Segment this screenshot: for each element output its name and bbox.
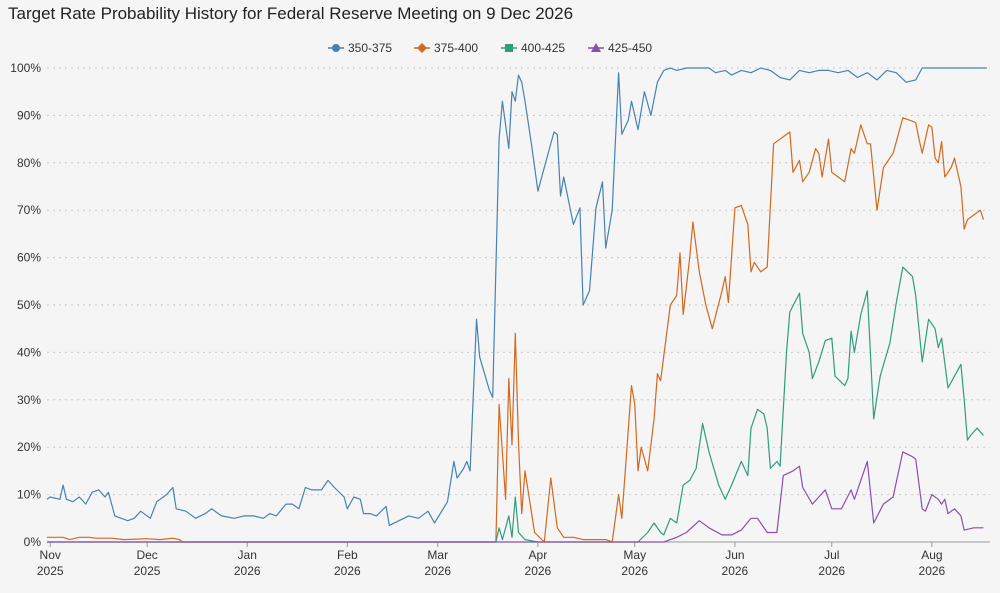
series-line-425-450	[47, 451, 984, 543]
x-tick-year-label: 2026	[621, 564, 648, 578]
legend-marker-circle	[332, 44, 340, 52]
y-tick-label: 30%	[17, 393, 41, 407]
x-tick-year-label: 2026	[919, 564, 946, 578]
chart-title: Target Rate Probability History for Fede…	[8, 4, 574, 23]
series-line-350-375	[46, 67, 987, 526]
series-line-400-425	[47, 266, 984, 543]
legend-marker-square	[505, 44, 513, 52]
x-tick-month-label: Jan	[238, 548, 257, 562]
y-tick-label: 70%	[17, 203, 41, 217]
x-tick-year-label: 2026	[424, 564, 451, 578]
y-tick-label: 20%	[17, 440, 41, 454]
x-tick-month-label: Apr	[529, 548, 548, 562]
y-tick-label: 10%	[17, 488, 41, 502]
y-tick-label: 90%	[17, 108, 41, 122]
x-tick-year-label: 2026	[525, 564, 552, 578]
x-tick-month-label: May	[623, 548, 646, 562]
x-tick-month-label: Nov	[40, 548, 61, 562]
x-tick-year-label: 2026	[722, 564, 749, 578]
x-tick-year-label: 2025	[37, 564, 64, 578]
y-tick-label: 100%	[10, 61, 41, 75]
x-tick-year-label: 2025	[134, 564, 161, 578]
x-tick-month-label: Aug	[921, 548, 942, 562]
y-tick-label: 50%	[17, 298, 41, 312]
legend-label: 350-375	[348, 41, 392, 55]
x-tick-year-label: 2026	[818, 564, 845, 578]
y-tick-label: 0%	[24, 535, 42, 549]
x-tick-year-label: 2026	[234, 564, 261, 578]
y-tick-label: 40%	[17, 345, 41, 359]
legend-marker-diamond	[417, 43, 427, 53]
x-tick-month-label: Mar	[427, 548, 448, 562]
x-tick-month-label: Jun	[725, 548, 744, 562]
x-tick-month-label: Jul	[824, 548, 839, 562]
legend-label: 375-400	[434, 41, 478, 55]
legend-marker-triangle	[591, 43, 601, 52]
x-tick-year-label: 2026	[334, 564, 361, 578]
y-tick-label: 60%	[17, 251, 41, 265]
x-tick-month-label: Feb	[337, 548, 358, 562]
y-tick-label: 80%	[17, 156, 41, 170]
legend-label: 400-425	[521, 41, 565, 55]
x-tick-month-label: Dec	[136, 548, 157, 562]
legend-label: 425-450	[608, 41, 652, 55]
series-line-375-400	[47, 117, 985, 543]
